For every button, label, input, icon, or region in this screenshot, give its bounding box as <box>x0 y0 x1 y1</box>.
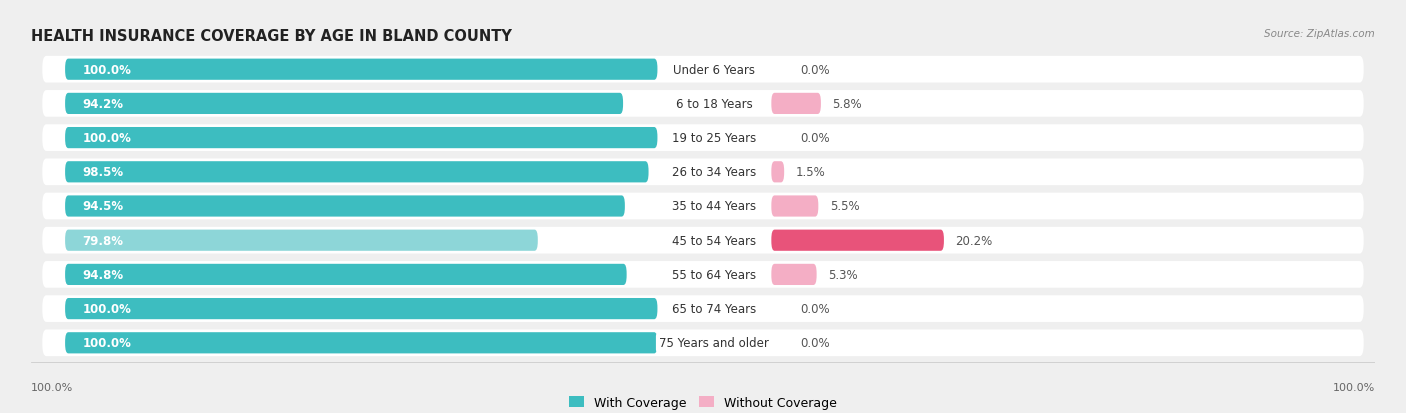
FancyBboxPatch shape <box>42 193 1364 220</box>
Text: 100.0%: 100.0% <box>1333 382 1375 392</box>
Text: 100.0%: 100.0% <box>31 382 73 392</box>
Text: 5.5%: 5.5% <box>830 200 859 213</box>
Text: 19 to 25 Years: 19 to 25 Years <box>672 132 756 145</box>
Text: Source: ZipAtlas.com: Source: ZipAtlas.com <box>1264 29 1375 39</box>
FancyBboxPatch shape <box>65 196 624 217</box>
Text: 94.8%: 94.8% <box>82 268 124 281</box>
FancyBboxPatch shape <box>65 94 623 115</box>
FancyBboxPatch shape <box>65 128 658 149</box>
FancyBboxPatch shape <box>772 264 817 285</box>
FancyBboxPatch shape <box>772 230 943 251</box>
Text: 0.0%: 0.0% <box>800 132 830 145</box>
Text: 75 Years and older: 75 Years and older <box>659 337 769 349</box>
Text: 0.0%: 0.0% <box>800 337 830 349</box>
Text: 1.5%: 1.5% <box>796 166 825 179</box>
Text: 5.3%: 5.3% <box>828 268 858 281</box>
FancyBboxPatch shape <box>772 162 785 183</box>
FancyBboxPatch shape <box>772 94 821 115</box>
Text: 35 to 44 Years: 35 to 44 Years <box>672 200 756 213</box>
FancyBboxPatch shape <box>42 57 1364 83</box>
FancyBboxPatch shape <box>42 91 1364 117</box>
Text: 0.0%: 0.0% <box>800 64 830 76</box>
Text: 45 to 54 Years: 45 to 54 Years <box>672 234 756 247</box>
FancyBboxPatch shape <box>65 59 658 81</box>
FancyBboxPatch shape <box>42 261 1364 288</box>
Text: HEALTH INSURANCE COVERAGE BY AGE IN BLAND COUNTY: HEALTH INSURANCE COVERAGE BY AGE IN BLAN… <box>31 29 512 44</box>
Text: 55 to 64 Years: 55 to 64 Years <box>672 268 756 281</box>
Text: 100.0%: 100.0% <box>82 337 131 349</box>
Text: Under 6 Years: Under 6 Years <box>673 64 755 76</box>
Text: 0.0%: 0.0% <box>800 302 830 316</box>
FancyBboxPatch shape <box>772 196 818 217</box>
FancyBboxPatch shape <box>42 159 1364 186</box>
Text: 5.8%: 5.8% <box>832 97 862 111</box>
Text: 20.2%: 20.2% <box>955 234 993 247</box>
Text: 79.8%: 79.8% <box>82 234 124 247</box>
Text: 6 to 18 Years: 6 to 18 Years <box>676 97 752 111</box>
Text: 100.0%: 100.0% <box>82 302 131 316</box>
FancyBboxPatch shape <box>65 264 627 285</box>
FancyBboxPatch shape <box>42 227 1364 254</box>
Text: 26 to 34 Years: 26 to 34 Years <box>672 166 756 179</box>
Text: 94.5%: 94.5% <box>82 200 124 213</box>
Text: 98.5%: 98.5% <box>82 166 124 179</box>
FancyBboxPatch shape <box>65 332 658 354</box>
Text: 94.2%: 94.2% <box>82 97 124 111</box>
FancyBboxPatch shape <box>42 125 1364 152</box>
FancyBboxPatch shape <box>42 296 1364 322</box>
FancyBboxPatch shape <box>65 230 537 251</box>
FancyBboxPatch shape <box>65 162 648 183</box>
Legend: With Coverage, Without Coverage: With Coverage, Without Coverage <box>564 391 842 413</box>
FancyBboxPatch shape <box>42 330 1364 356</box>
Text: 100.0%: 100.0% <box>82 64 131 76</box>
FancyBboxPatch shape <box>65 298 658 319</box>
Text: 100.0%: 100.0% <box>82 132 131 145</box>
Text: 65 to 74 Years: 65 to 74 Years <box>672 302 756 316</box>
